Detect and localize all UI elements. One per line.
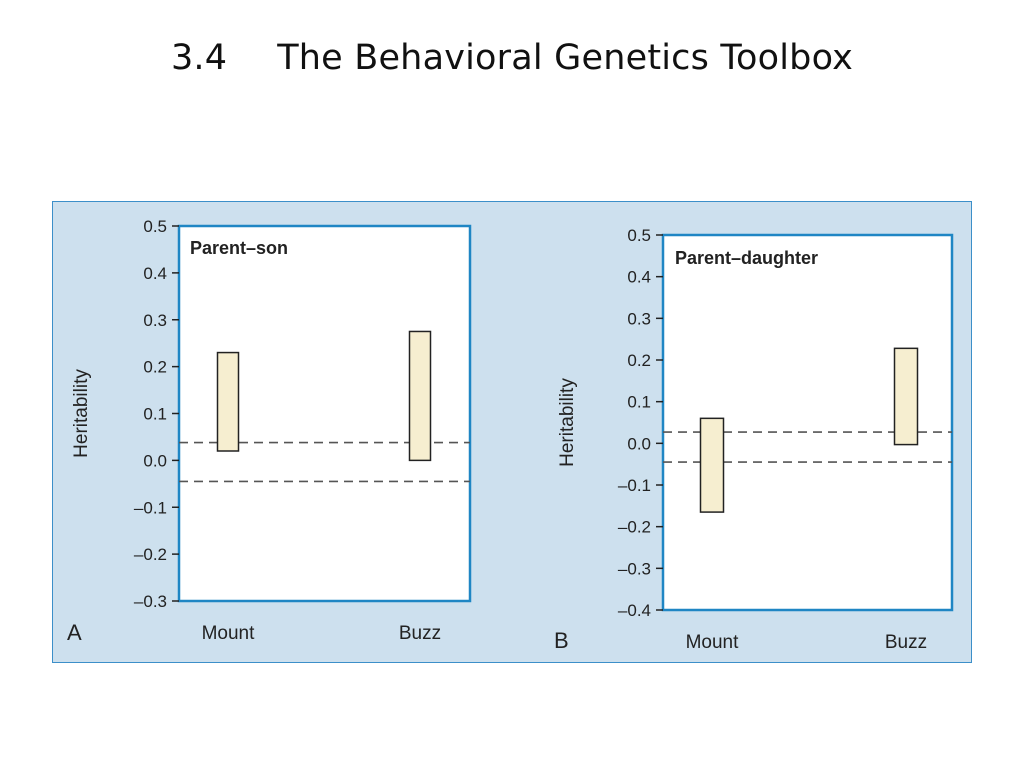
chart-b-ytick-label: –0.3 xyxy=(618,559,651,578)
chart-a-ytick-label: –0.3 xyxy=(134,592,167,611)
figure-panel: 0.5 0.4 0.3 0.2 0.1 0.0 –0.1 –0.2 –0.3 Mount Buzz P… xyxy=(52,201,972,663)
chart-a-category-label: Buzz xyxy=(399,623,441,644)
chart-a-ytick-label: 0.2 xyxy=(143,358,167,377)
chart-b-ytick-label: –0.1 xyxy=(618,476,651,495)
chart-b-ytick-label: 0.2 xyxy=(627,351,651,370)
chart-a-ytick-label: –0.2 xyxy=(134,545,167,564)
chart-a-ylabel: Heritability xyxy=(71,369,92,458)
chart-a-ytick-label: 0.4 xyxy=(143,264,167,283)
chart-b-bar-mount xyxy=(699,417,725,513)
chart-b: 0.5 0.4 0.3 0.2 0.1 0.0 –0.1 –0.2 –0.3 –0.4 Mount B… xyxy=(554,226,954,653)
chart-b-ytick-label: –0.4 xyxy=(618,601,651,620)
chart-b-title: Parent–daughter xyxy=(675,248,818,268)
chart-a-panel-label: A xyxy=(67,620,82,645)
chart-a-ytick-label: 0.3 xyxy=(143,311,167,330)
chart-a-ytick-label: 0.0 xyxy=(143,451,167,470)
figure-svg: 0.5 0.4 0.3 0.2 0.1 0.0 –0.1 –0.2 –0.3 Mount Buzz P… xyxy=(67,217,954,653)
chart-b-category-label: Mount xyxy=(686,632,740,653)
chart-a-title: Parent–son xyxy=(190,238,288,258)
chart-a: 0.5 0.4 0.3 0.2 0.1 0.0 –0.1 –0.2 –0.3 Mount Buzz P… xyxy=(67,217,472,645)
slide-title: 3.4 The Behavioral Genetics Toolbox xyxy=(0,38,1024,78)
chart-b-bar-buzz xyxy=(893,347,919,446)
chart-b-ylabel: Heritability xyxy=(557,378,578,467)
chart-a-bar-buzz xyxy=(408,330,432,462)
chart-b-ytick-label: 0.3 xyxy=(627,309,651,328)
chart-b-panel-label: B xyxy=(554,628,569,653)
chart-a-category-label: Mount xyxy=(202,623,256,644)
chart-b-ytick-label: 0.1 xyxy=(627,393,651,412)
chart-b-category-label: Buzz xyxy=(885,632,927,653)
slide-number: 3.4 xyxy=(170,38,228,78)
chart-a-ytick-label: 0.1 xyxy=(143,405,167,424)
chart-b-ytick-label: –0.2 xyxy=(618,518,651,537)
chart-b-ytick-label: 0.0 xyxy=(627,434,651,453)
chart-b-ytick-label: 0.5 xyxy=(627,226,651,245)
chart-a-bar-mount xyxy=(216,351,240,452)
chart-a-ytick-label: 0.5 xyxy=(143,217,167,236)
chart-b-ytick-label: 0.4 xyxy=(627,268,651,287)
slide-heading: The Behavioral Genetics Toolbox xyxy=(277,38,854,78)
chart-a-ytick-label: –0.1 xyxy=(134,498,167,517)
